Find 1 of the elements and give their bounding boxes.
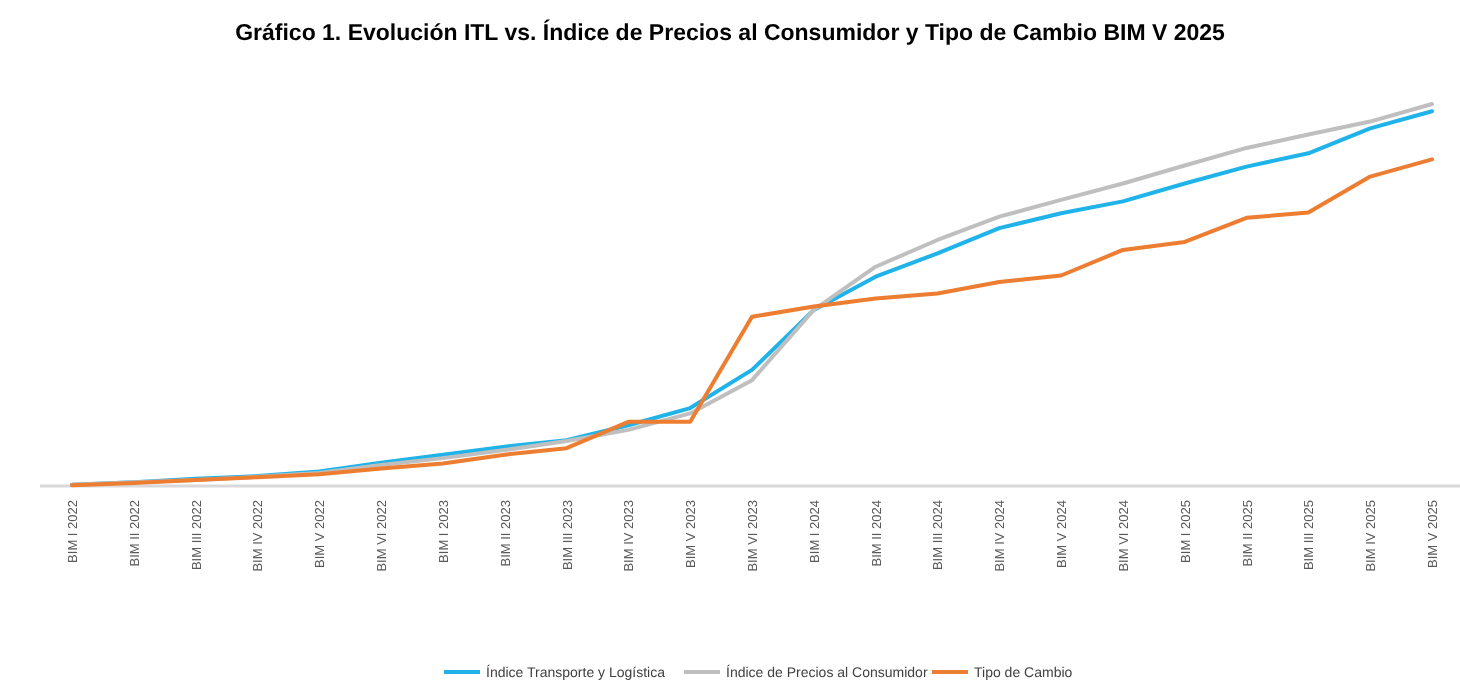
chart-title: Gráfico 1. Evolución ITL vs. Índice de Precios al Consumidor y Tipo de Cambio BIM V 2025	[235, 18, 1227, 46]
